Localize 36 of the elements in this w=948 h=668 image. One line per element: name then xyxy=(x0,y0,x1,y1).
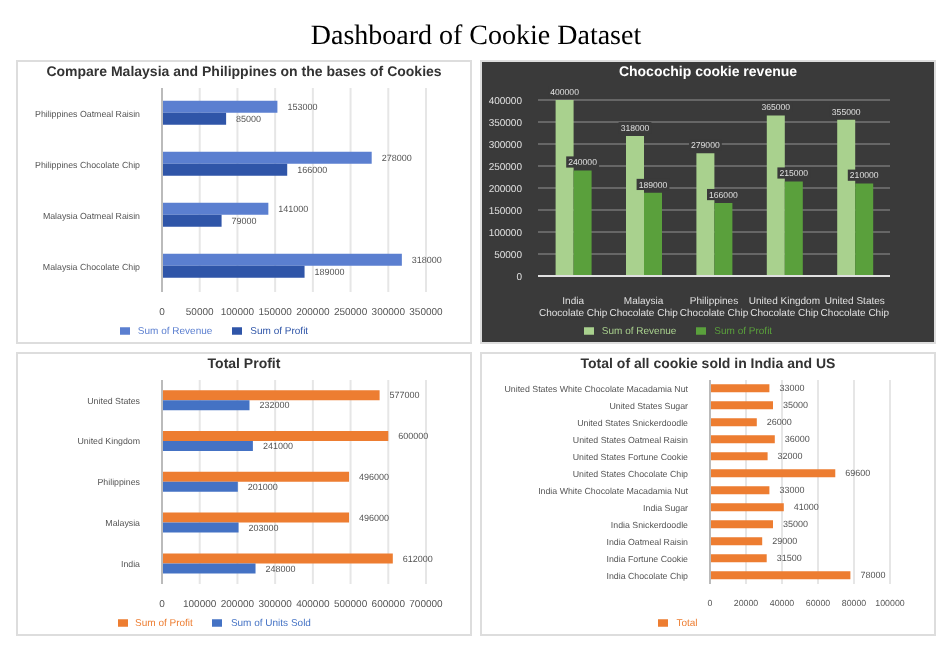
text: Dashboard of Cookie Dataset xyxy=(308,20,644,56)
bar xyxy=(162,253,402,266)
bar xyxy=(710,469,836,478)
bar xyxy=(162,400,250,411)
bar xyxy=(162,471,350,482)
bar xyxy=(162,202,269,215)
bar xyxy=(710,435,775,444)
bar xyxy=(710,418,757,427)
bar xyxy=(162,163,288,176)
bar xyxy=(644,192,662,276)
bar xyxy=(162,441,253,451)
bar xyxy=(162,100,278,113)
bar xyxy=(710,401,773,410)
bar xyxy=(710,554,767,563)
bar xyxy=(162,481,238,492)
bar xyxy=(710,384,770,393)
bar xyxy=(162,522,239,533)
bar xyxy=(162,553,393,564)
bar xyxy=(784,181,803,276)
bar xyxy=(710,571,851,580)
bar xyxy=(162,265,305,278)
bar xyxy=(710,520,773,529)
bar xyxy=(710,503,784,512)
bar xyxy=(714,202,733,276)
bar xyxy=(162,431,389,441)
bar xyxy=(855,183,874,276)
bar xyxy=(710,537,763,546)
bar xyxy=(162,563,256,574)
bar xyxy=(710,452,768,461)
bar xyxy=(162,112,227,125)
bar xyxy=(573,170,592,276)
bar xyxy=(710,486,770,495)
bar xyxy=(162,214,222,227)
bar xyxy=(162,390,380,401)
bar xyxy=(162,151,372,164)
bar xyxy=(162,512,350,523)
